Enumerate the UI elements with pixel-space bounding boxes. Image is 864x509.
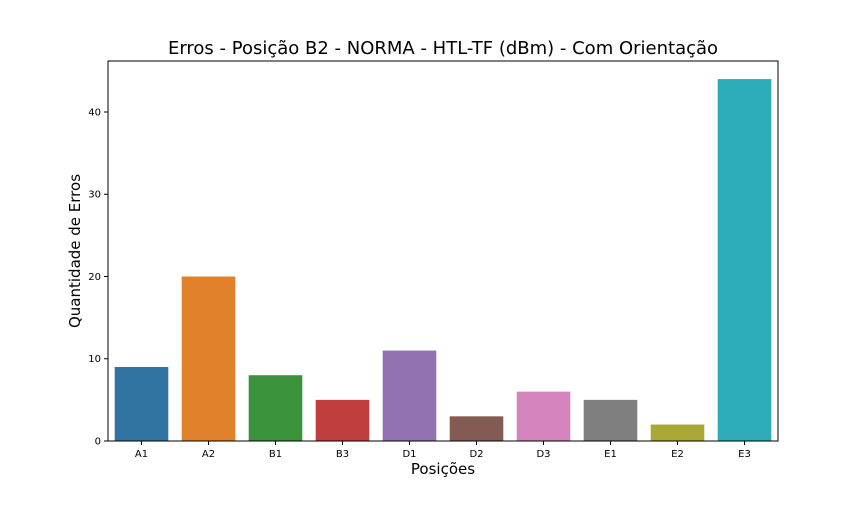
bar-e1 xyxy=(583,399,638,441)
plot-area: A1 A2 B1 B3 D1 D2 D3 E1 E2 E3 0 10 20 30 40 xyxy=(88,79,772,460)
bar-a2 xyxy=(181,276,236,441)
x-axis-label: Posições xyxy=(411,460,475,478)
y-tick-label: 10 xyxy=(88,354,101,365)
y-tick-label: 40 xyxy=(88,107,101,118)
bar-d2 xyxy=(449,416,504,441)
x-tick-label: E1 xyxy=(604,449,617,460)
y-axis-label: Quantidade de Erros xyxy=(66,174,84,328)
y-tick-label: 0 xyxy=(95,437,101,448)
x-tick-label: E2 xyxy=(671,449,684,460)
x-tick-label: E3 xyxy=(738,449,751,460)
x-tick-label: D3 xyxy=(536,449,550,460)
x-tick-label: A2 xyxy=(202,449,215,460)
y-tick-label: 30 xyxy=(88,190,101,201)
bar-b1 xyxy=(248,375,303,441)
bar-a1 xyxy=(114,366,169,441)
x-tick-label: D1 xyxy=(402,449,416,460)
y-tick-label: 20 xyxy=(88,272,101,283)
plot-frame xyxy=(107,60,779,442)
bar-d1 xyxy=(382,350,437,441)
bar-b3 xyxy=(315,399,370,441)
x-tick-label: B1 xyxy=(269,449,282,460)
bar-e3 xyxy=(717,79,772,441)
bar-d3 xyxy=(516,391,571,441)
x-tick-label: A1 xyxy=(135,449,148,460)
chart-title: Erros - Posição B2 - NORMA - HTL-TF (dBm… xyxy=(168,38,718,59)
x-tick-label: D2 xyxy=(469,449,483,460)
x-tick-label: B3 xyxy=(336,449,349,460)
bar-e2 xyxy=(650,424,705,441)
